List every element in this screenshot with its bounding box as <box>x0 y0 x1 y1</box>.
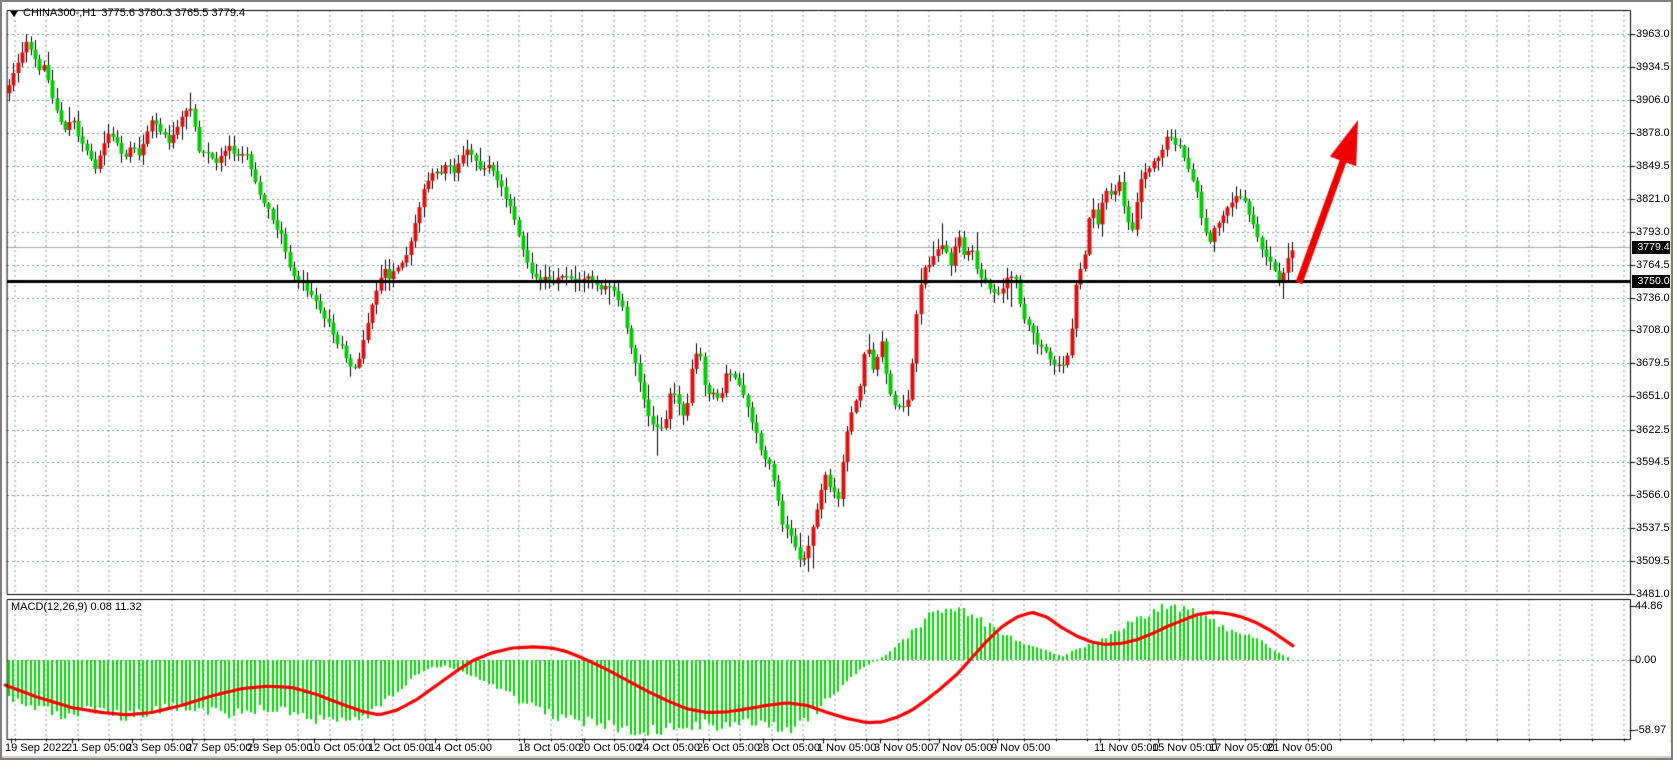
macd-axis-label: 0.00 <box>1635 654 1657 666</box>
price-axis-label: 3509.5 <box>1636 554 1670 567</box>
time-axis-label: 14 Oct 05:00 <box>429 742 492 754</box>
time-axis-label: 15 Nov 05:00 <box>1152 742 1218 754</box>
window-edge-strip <box>1670 2 1671 743</box>
price-axis-label: 3821.0 <box>1636 192 1670 205</box>
time-axis-label: 3 Nov 05:00 <box>874 742 934 754</box>
price-axis-label: 3594.5 <box>1636 456 1670 469</box>
time-axis-label: 23 Sep 05:00 <box>126 742 192 754</box>
time-axis-label: 21 Sep 05:00 <box>66 742 132 754</box>
macd-axis-label: -58.97 <box>1635 724 1667 737</box>
price-axis-label: 3934.5 <box>1636 61 1670 74</box>
time-axis-label: 21 Nov 05:00 <box>1267 742 1333 754</box>
time-axis-label: 11 Nov 05:00 <box>1094 742 1159 754</box>
price-axis-label: 3566.0 <box>1636 489 1670 502</box>
time-axis-label: 18 Oct 05:00 <box>518 742 581 754</box>
chart-title: CHINA300-,H1 3775.6 3780.3 3765.5 3779.4 <box>10 7 245 20</box>
time-axis-label: 24 Oct 05:00 <box>637 742 700 754</box>
price-axis-label: 3764.5 <box>1636 258 1670 271</box>
time-axis-label: 10 Oct 05:00 <box>308 742 371 754</box>
price-axis-label: 3622.5 <box>1636 423 1670 436</box>
price-axis-label: 3963.0 <box>1636 28 1670 40</box>
window-bottom-strip <box>2 756 1671 758</box>
symbol-dropdown-icon[interactable] <box>10 11 18 17</box>
time-axis-label: 1 Nov 05:00 <box>817 742 877 754</box>
price-axis-label: 3906.0 <box>1636 94 1670 107</box>
hline-price-badge: 3750.0 <box>1632 274 1671 288</box>
price-axis-label: 3708.0 <box>1636 324 1670 337</box>
time-axis-label: 17 Nov 05:00 <box>1209 742 1275 754</box>
symbol-period-label: CHINA300-,H1 <box>23 7 97 19</box>
price-axis-label: 3849.5 <box>1636 159 1670 172</box>
macd-indicator-label: MACD(12,26,9) 0.08 11.32 <box>11 601 142 613</box>
time-axis-label: 28 Oct 05:00 <box>757 742 820 754</box>
current-price-badge: 3779.4 <box>1632 240 1671 254</box>
time-axis-label: 20 Oct 05:00 <box>578 742 641 754</box>
price-axis-label: 3537.5 <box>1636 522 1670 535</box>
time-axis-label: 27 Sep 05:00 <box>186 742 252 754</box>
time-axis-label: 19 Sep 2022 <box>5 742 68 754</box>
price-axis-label: 3651.0 <box>1636 390 1670 403</box>
price-axis-label: 3481.0 <box>1636 588 1670 600</box>
price-axis-label: 3793.0 <box>1636 225 1670 238</box>
time-axis-label: 26 Oct 05:00 <box>697 742 760 754</box>
ohlc-label: 3775.6 3780.3 3765.5 3779.4 <box>101 7 246 19</box>
price-axis-label: 3736.0 <box>1636 291 1670 304</box>
time-axis-label: 9 Nov 05:00 <box>991 742 1051 754</box>
time-axis-label: 7 Nov 05:00 <box>933 742 993 754</box>
time-axis-label: 29 Sep 05:00 <box>247 742 313 754</box>
time-axis-label: 12 Oct 05:00 <box>368 742 431 754</box>
macd-axis-label: 44.86 <box>1635 600 1663 613</box>
price-axis-label: 3679.5 <box>1636 357 1670 370</box>
price-axis-label: 3878.0 <box>1636 126 1670 139</box>
